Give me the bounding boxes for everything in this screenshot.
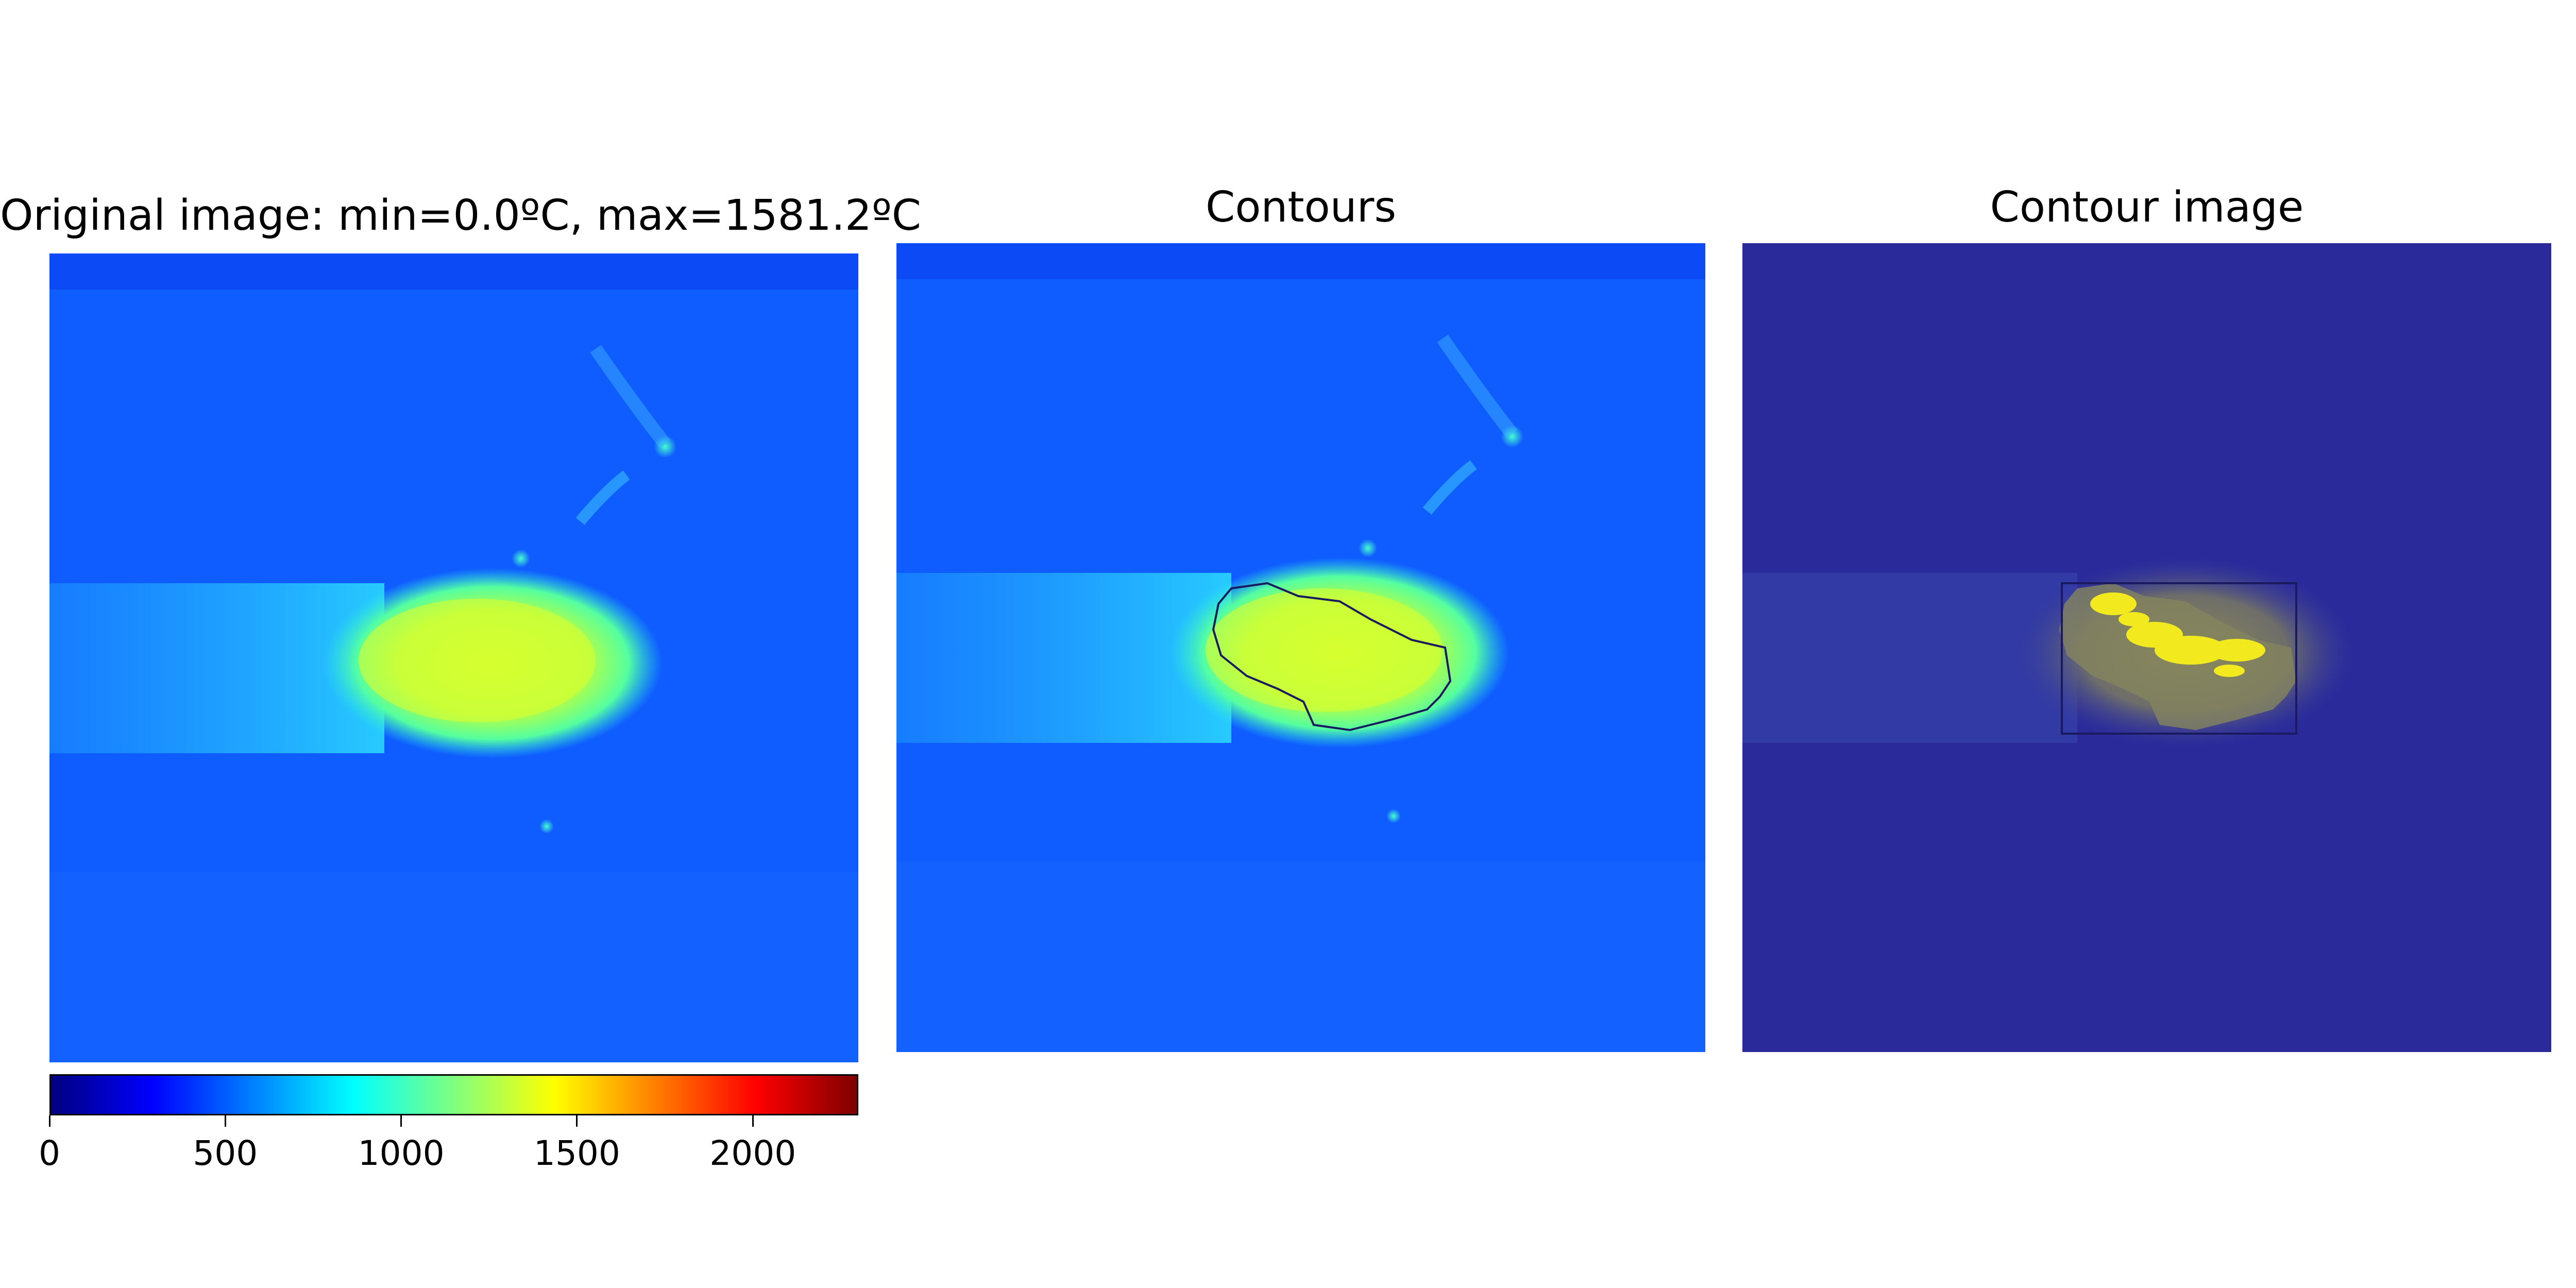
heatmap-contours bbox=[896, 243, 1705, 1052]
panel-title-contour-image: Contour image bbox=[1990, 183, 2304, 232]
panel-title-contours: Contours bbox=[1205, 183, 1397, 232]
colorbar-tick-label: 1000 bbox=[358, 1133, 445, 1173]
panel-title-original: Original image: min=0.0ºC, max=1581.2ºC bbox=[0, 191, 921, 240]
heatmap-contour-image bbox=[1742, 243, 2551, 1052]
contour-bounding-box bbox=[2061, 582, 2297, 735]
colorbar-tick bbox=[224, 1115, 226, 1127]
heatmap-original bbox=[49, 253, 858, 1062]
colorbar-tick-label: 1500 bbox=[533, 1133, 620, 1173]
colorbar-tick bbox=[576, 1115, 578, 1127]
colorbar bbox=[49, 1074, 858, 1115]
colorbar-tick bbox=[752, 1115, 754, 1127]
colorbar-tick bbox=[48, 1115, 50, 1127]
colorbar-tick-label: 0 bbox=[39, 1133, 60, 1173]
colorbar-tick bbox=[400, 1115, 402, 1127]
contour-line bbox=[1212, 582, 1452, 732]
colorbar-tick-label: 2000 bbox=[709, 1133, 796, 1173]
colorbar-tick-label: 500 bbox=[193, 1133, 258, 1173]
